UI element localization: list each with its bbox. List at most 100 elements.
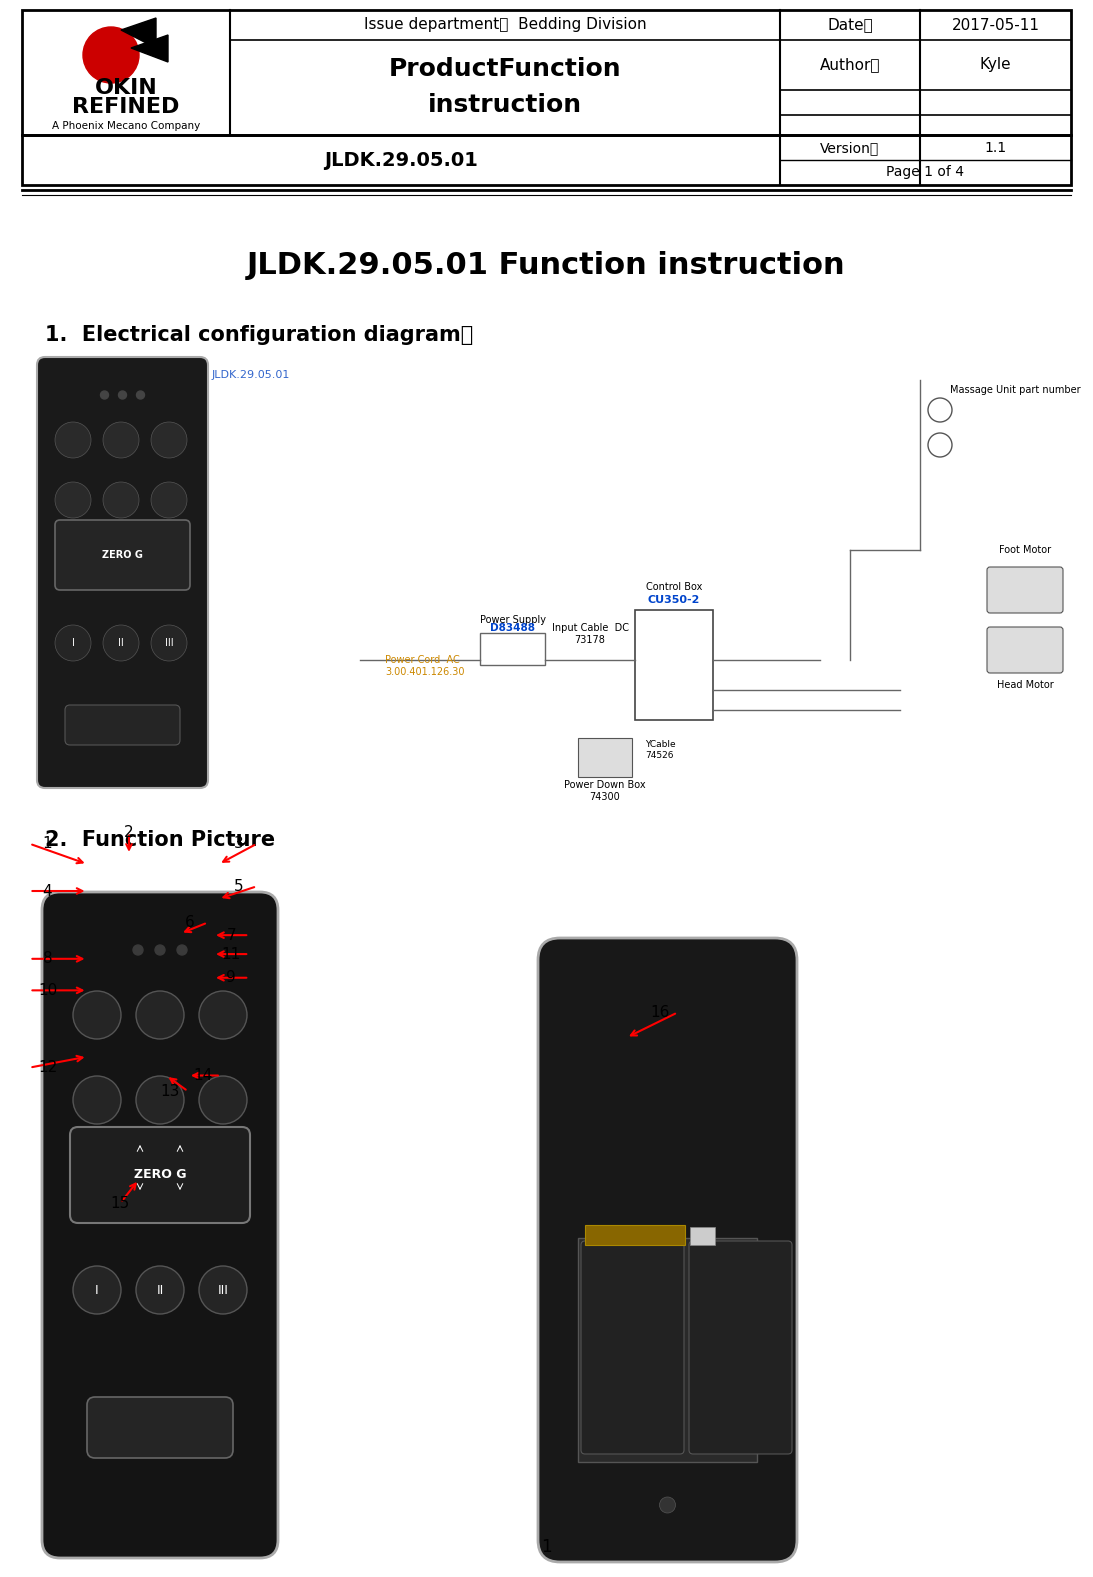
Text: D83488: D83488 — [490, 623, 534, 632]
Text: Foot Motor: Foot Motor — [999, 546, 1051, 555]
FancyBboxPatch shape — [70, 1128, 250, 1224]
Text: Page 1 of 4: Page 1 of 4 — [886, 166, 964, 180]
Text: REFINED: REFINED — [72, 98, 179, 117]
FancyBboxPatch shape — [581, 1241, 684, 1454]
Text: Issue department：  Bedding Division: Issue department： Bedding Division — [364, 17, 646, 33]
Text: 3: 3 — [234, 836, 244, 852]
Bar — [585, 1225, 685, 1244]
Text: 1.  Electrical configuration diagram：: 1. Electrical configuration diagram： — [45, 325, 473, 345]
Circle shape — [103, 423, 139, 457]
Text: Massage Unit part number: Massage Unit part number — [950, 385, 1081, 394]
Text: A Phoenix Mecano Company: A Phoenix Mecano Company — [51, 121, 200, 131]
Circle shape — [177, 945, 187, 956]
FancyBboxPatch shape — [689, 1241, 792, 1454]
Circle shape — [73, 1266, 121, 1314]
Text: 7: 7 — [226, 927, 236, 943]
Text: Version：: Version： — [821, 140, 880, 155]
Text: II: II — [118, 639, 124, 648]
FancyBboxPatch shape — [64, 705, 180, 744]
Text: ProductFunction: ProductFunction — [389, 57, 621, 82]
Circle shape — [151, 483, 187, 517]
Circle shape — [55, 483, 91, 517]
FancyBboxPatch shape — [987, 628, 1063, 673]
Text: JLDK.29.05.01: JLDK.29.05.01 — [324, 150, 478, 169]
Bar — [22, 136, 1071, 185]
Text: Power Down Box
74300: Power Down Box 74300 — [564, 781, 646, 801]
Text: 10: 10 — [38, 982, 57, 998]
FancyBboxPatch shape — [578, 738, 632, 777]
Text: Power Cord  AC
3.00.401.126.30: Power Cord AC 3.00.401.126.30 — [385, 654, 465, 677]
Text: 9: 9 — [226, 970, 236, 986]
Text: 14: 14 — [193, 1068, 212, 1083]
Text: OKIN: OKIN — [95, 77, 157, 98]
Text: 5: 5 — [234, 878, 244, 894]
Circle shape — [151, 624, 187, 661]
Text: 1.1: 1.1 — [985, 140, 1007, 155]
Text: Date：: Date： — [827, 17, 873, 33]
Text: III: III — [165, 639, 174, 648]
Circle shape — [101, 391, 108, 399]
FancyBboxPatch shape — [55, 520, 190, 590]
Text: 15: 15 — [110, 1195, 130, 1211]
Text: Power Supply: Power Supply — [480, 615, 545, 624]
Text: CU350-2: CU350-2 — [648, 595, 701, 606]
Text: instruction: instruction — [428, 93, 583, 118]
Circle shape — [55, 423, 91, 457]
Text: JLDK.29.05.01 Function instruction: JLDK.29.05.01 Function instruction — [247, 251, 846, 279]
Text: JLDK.29.05.01: JLDK.29.05.01 — [212, 371, 291, 380]
Bar — [480, 632, 545, 665]
Circle shape — [136, 1076, 184, 1124]
FancyBboxPatch shape — [37, 356, 208, 788]
Polygon shape — [121, 17, 156, 47]
Circle shape — [136, 990, 184, 1039]
Text: YCable
74526: YCable 74526 — [645, 740, 675, 760]
Bar — [22, 9, 1071, 136]
Text: ZERO G: ZERO G — [133, 1169, 186, 1181]
Text: 8: 8 — [43, 951, 52, 967]
Text: I: I — [71, 639, 74, 648]
Circle shape — [103, 624, 139, 661]
Circle shape — [73, 1076, 121, 1124]
Circle shape — [103, 483, 139, 517]
Circle shape — [137, 391, 144, 399]
Circle shape — [83, 27, 139, 84]
FancyBboxPatch shape — [87, 1397, 233, 1459]
Circle shape — [118, 391, 127, 399]
Circle shape — [199, 1266, 247, 1314]
Circle shape — [199, 990, 247, 1039]
Circle shape — [73, 990, 121, 1039]
Text: Control Box: Control Box — [646, 582, 702, 591]
FancyBboxPatch shape — [42, 893, 278, 1558]
FancyBboxPatch shape — [538, 938, 797, 1561]
Text: 2017-05-11: 2017-05-11 — [952, 17, 1039, 33]
Text: 1: 1 — [43, 836, 52, 852]
Text: 13: 13 — [161, 1083, 179, 1099]
Circle shape — [155, 945, 165, 956]
Circle shape — [136, 1266, 184, 1314]
Circle shape — [151, 423, 187, 457]
Circle shape — [55, 624, 91, 661]
Circle shape — [133, 945, 143, 956]
Bar — [635, 610, 713, 721]
Circle shape — [199, 1076, 247, 1124]
Circle shape — [659, 1497, 675, 1512]
Text: 12: 12 — [38, 1060, 57, 1076]
Text: 4: 4 — [43, 883, 52, 899]
Text: 6: 6 — [185, 915, 195, 930]
Text: 2: 2 — [125, 825, 133, 841]
Text: ZERO G: ZERO G — [102, 550, 143, 560]
Text: II: II — [156, 1284, 164, 1296]
Text: Author：: Author： — [820, 57, 880, 73]
Text: Kyle: Kyle — [979, 57, 1011, 73]
Text: III: III — [218, 1284, 228, 1296]
Text: 16: 16 — [650, 1005, 669, 1020]
Text: 2.  Function Picture: 2. Function Picture — [45, 830, 275, 850]
Bar — [690, 1227, 715, 1244]
FancyBboxPatch shape — [578, 1238, 757, 1462]
Text: I: I — [95, 1284, 98, 1296]
Text: 1: 1 — [541, 1538, 552, 1556]
Text: Input Cable  DC
73178: Input Cable DC 73178 — [552, 623, 628, 645]
Text: 11: 11 — [222, 946, 240, 962]
FancyBboxPatch shape — [987, 568, 1063, 613]
Text: Head Motor: Head Motor — [997, 680, 1054, 691]
